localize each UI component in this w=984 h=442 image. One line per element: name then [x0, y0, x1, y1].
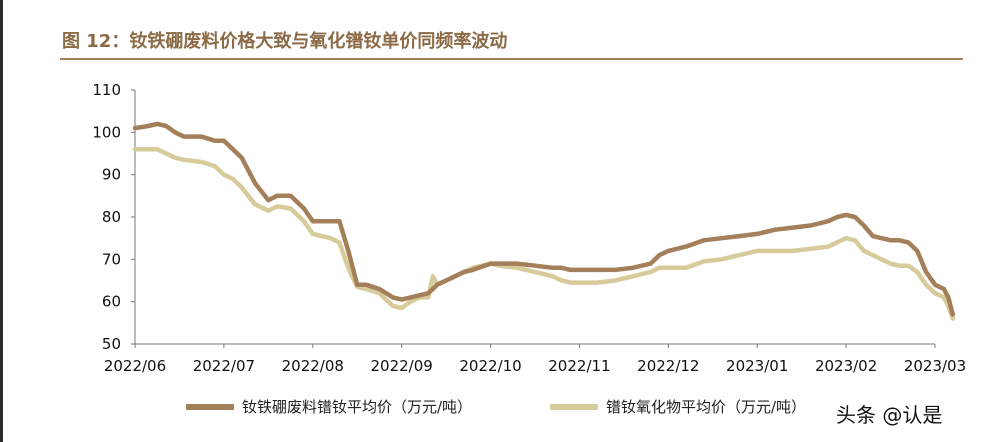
y-tick-label-3: 80 [102, 208, 121, 226]
y-tick-label-0: 50 [102, 335, 121, 353]
legend-swatch-1 [186, 403, 234, 410]
legend-item-1: 钕铁硼废料镨钕平均价（万元/吨） [186, 396, 472, 417]
x-tick-label-8: 2023/02 [815, 357, 877, 375]
legend-label-1: 钕铁硼废料镨钕平均价（万元/吨） [242, 398, 473, 416]
y-tick-label-6: 110 [92, 81, 121, 99]
y-tick-label-4: 90 [102, 166, 121, 184]
legend-item-2: 镨钕氧化物平均价（万元/吨） [550, 396, 806, 417]
left-edge-strip [0, 0, 3, 442]
x-tick-label-4: 2022/10 [459, 357, 521, 375]
x-tick-label-5: 2022/11 [548, 357, 610, 375]
y-tick-label-2: 70 [102, 250, 121, 268]
tick-labels: 50 60 70 80 90 100 110 2022/06 2022/07 2022/08 202… [92, 81, 966, 375]
y-tick-label-1: 60 [102, 293, 121, 311]
x-tick-label-9: 2023/03 [904, 357, 966, 375]
watermark-text: 头条 @认是 [836, 403, 943, 427]
x-tick-label-7: 2023/01 [726, 357, 788, 375]
series-layer [132, 121, 956, 321]
x-tick-label-0: 2022/06 [104, 357, 166, 375]
title-divider [60, 58, 963, 60]
legend-swatch-2 [550, 403, 598, 410]
x-tick-label-3: 2022/09 [371, 357, 433, 375]
series-line-1 [132, 121, 956, 317]
x-tick-label-2: 2022/08 [282, 357, 344, 375]
x-tick-label-6: 2022/12 [637, 357, 699, 375]
chart-axes [131, 89, 936, 348]
y-tick-label-5: 100 [92, 123, 121, 141]
chart-title: 图 12：钕铁硼废料价格大致与氧化镨钕单价同频率波动 [62, 31, 508, 52]
legend-label-2: 镨钕氧化物平均价（万元/吨） [606, 398, 807, 416]
series-line-2 [132, 147, 956, 321]
x-tick-label-1: 2022/07 [193, 357, 255, 375]
